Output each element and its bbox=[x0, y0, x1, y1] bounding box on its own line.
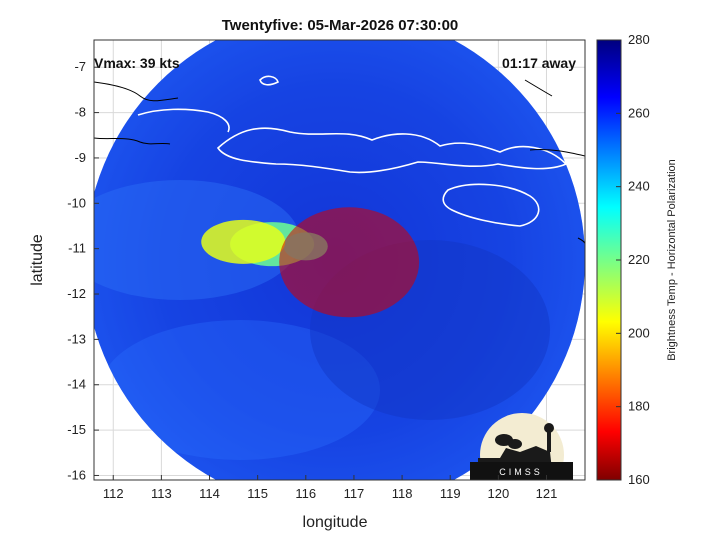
coastline-black bbox=[94, 79, 585, 245]
logo-banner bbox=[470, 462, 573, 480]
axis-ticks: 112 113 114 115 116 117 118 119 120 121 -7 -8 -9 -10 -… bbox=[67, 59, 557, 501]
y-axis-label: latitude bbox=[29, 234, 46, 286]
y-tick-label: -8 bbox=[74, 105, 86, 120]
colorbar-tick-label: 260 bbox=[628, 105, 650, 120]
vmax-label: Vmax: 39 kts bbox=[94, 55, 180, 71]
chart-title: Twentyfive: 05-Mar-2026 07:30:00 bbox=[222, 17, 459, 34]
water-tower-icon bbox=[547, 430, 551, 452]
x-tick-label: 114 bbox=[199, 486, 220, 501]
y-tick-label: -16 bbox=[67, 467, 86, 482]
y-tick-label: -7 bbox=[74, 59, 86, 74]
colorbar-tick-label: 180 bbox=[628, 399, 650, 414]
y-tick-label: -9 bbox=[74, 150, 86, 165]
x-tick-label: 113 bbox=[151, 486, 172, 501]
x-tick-label: 120 bbox=[488, 486, 510, 501]
brightness-blob bbox=[201, 219, 286, 264]
colorbar-tick-label: 220 bbox=[628, 252, 650, 267]
x-tick-label: 118 bbox=[392, 486, 413, 501]
time-away-label: 01:17 away bbox=[502, 55, 576, 71]
y-tick-label: -13 bbox=[67, 331, 86, 346]
y-tick-label: -14 bbox=[67, 377, 86, 392]
y-tick-label: -11 bbox=[68, 241, 86, 256]
x-tick-label: 117 bbox=[344, 486, 365, 501]
y-tick-label: -10 bbox=[67, 195, 86, 210]
cimss-logo: CIMSS bbox=[470, 413, 573, 480]
swath-group bbox=[94, 40, 585, 480]
x-tick-label: 116 bbox=[295, 486, 316, 501]
x-axis-label: longitude bbox=[303, 514, 368, 531]
coastline-overlay bbox=[137, 75, 568, 227]
x-tick-label: 119 bbox=[440, 486, 461, 501]
logo-text: CIMSS bbox=[499, 467, 543, 477]
axes-frame bbox=[93, 39, 586, 481]
x-tick-label: 112 bbox=[103, 486, 124, 501]
colorbar-ticks: 280 260 240 220 200 180 160 bbox=[616, 32, 650, 487]
x-tick-label: 121 bbox=[536, 486, 558, 501]
colorbar-tick-label: 240 bbox=[628, 179, 650, 194]
colorbar-label: Brightness Temp - Horizontal Polarizatio… bbox=[666, 159, 678, 361]
brightness-blob bbox=[279, 207, 420, 318]
brightness-features bbox=[201, 207, 420, 318]
colorbar-tick-label: 280 bbox=[628, 32, 650, 47]
x-tick-label: 115 bbox=[247, 486, 268, 501]
y-tick-label: -12 bbox=[67, 286, 86, 301]
y-tick-label: -15 bbox=[67, 422, 86, 437]
colorbar-tick-label: 160 bbox=[628, 472, 650, 487]
colorbar-tick-label: 200 bbox=[628, 325, 650, 340]
